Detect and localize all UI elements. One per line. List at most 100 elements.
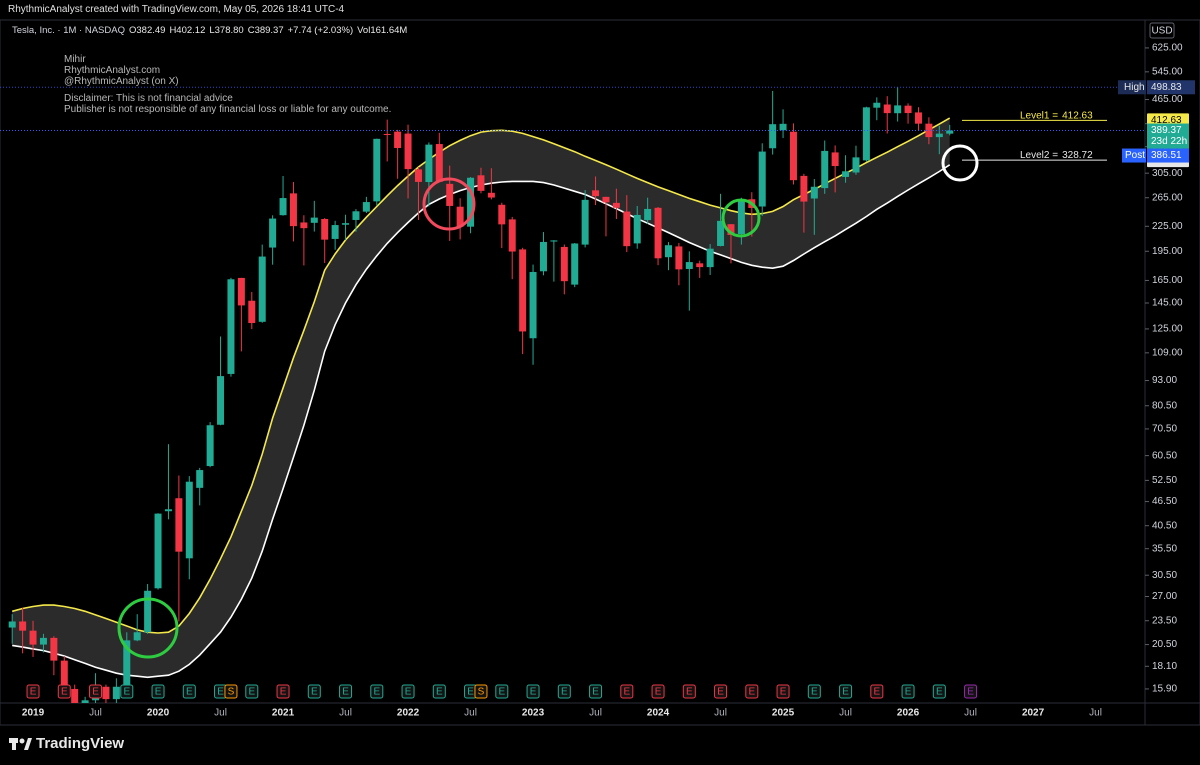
event-label: S xyxy=(478,687,485,698)
level-name: Level2 = xyxy=(1020,150,1058,161)
event-label: E xyxy=(436,687,443,698)
high-tag-label: High xyxy=(1124,82,1145,93)
event-marker xyxy=(120,684,134,699)
brand-logo xyxy=(9,738,32,750)
candle-body xyxy=(19,621,27,631)
disclaimer: Disclaimer: This is not financial advice… xyxy=(64,93,391,115)
candle-body xyxy=(206,425,214,467)
candle-body xyxy=(394,131,402,149)
candle-body xyxy=(560,246,568,282)
last-price-tag-box xyxy=(1147,123,1189,149)
quote-close: C389.37 xyxy=(247,25,284,36)
event-label: E xyxy=(61,687,68,698)
candle-body xyxy=(592,190,600,197)
logo-part xyxy=(19,738,25,744)
candle-body xyxy=(196,470,204,488)
x-tick-label: 2023 xyxy=(522,708,545,719)
candle-body xyxy=(873,102,881,108)
event-label: E xyxy=(467,687,474,698)
candle-body xyxy=(925,123,933,138)
x-tick-label: Jul xyxy=(964,708,977,719)
event-marker xyxy=(526,684,540,699)
candle-body xyxy=(81,700,89,703)
currency-label: USD xyxy=(1151,26,1172,37)
candle-body xyxy=(71,688,79,703)
event-label: E xyxy=(311,687,318,698)
candle-body xyxy=(852,157,860,173)
candle-body xyxy=(581,199,589,245)
chart-frame xyxy=(0,19,1200,726)
event-marker xyxy=(432,684,446,699)
quote-high: H402.12 xyxy=(169,25,206,36)
event-label: E xyxy=(592,687,599,698)
event-marker xyxy=(276,684,290,699)
candle-body xyxy=(144,590,152,633)
y-tick-label: 40.50 xyxy=(1152,520,1177,531)
highlight-circle xyxy=(117,597,179,659)
candle-body xyxy=(842,171,850,177)
x-tick-label: Jul xyxy=(839,708,852,719)
candle-body xyxy=(8,621,16,628)
y-tick-label: 60.50 xyxy=(1152,450,1177,461)
candle-body xyxy=(623,211,631,247)
event-label: E xyxy=(842,687,849,698)
candle-body xyxy=(810,186,818,199)
candle-body xyxy=(414,169,422,182)
candle-body xyxy=(185,481,193,559)
candle-body xyxy=(321,218,329,240)
event-label: S xyxy=(228,687,235,698)
candle-body xyxy=(914,112,922,124)
band-upper-line xyxy=(11,117,951,634)
event-marker xyxy=(401,684,415,699)
candle-body xyxy=(331,225,339,239)
event-label: E xyxy=(30,687,37,698)
event-marker xyxy=(807,684,821,699)
candle-body xyxy=(758,151,766,207)
candle-body xyxy=(571,243,579,285)
event-label: E xyxy=(561,687,568,698)
candle-body xyxy=(435,144,443,182)
note-line: Mihir xyxy=(64,54,86,65)
event-marker xyxy=(870,684,884,699)
candle-body xyxy=(644,208,652,221)
brand-name: TradingView xyxy=(36,735,125,752)
symbol-legend: Tesla, Inc. · 1M · NASDAQ O382.49 H402.1… xyxy=(12,25,407,36)
candle-body xyxy=(696,263,704,268)
event-label: E xyxy=(905,687,912,698)
event-marker xyxy=(151,684,165,699)
event-label: E xyxy=(655,687,662,698)
candle-body xyxy=(685,262,693,269)
candle-body xyxy=(456,206,464,227)
level-value: 328.72 xyxy=(1062,150,1093,161)
x-tick-label: 2019 xyxy=(22,708,45,719)
disclaimer-line: Disclaimer: This is not financial advice xyxy=(64,93,233,104)
y-tick-label: 93.00 xyxy=(1152,375,1177,386)
y-tick-label: 23.50 xyxy=(1152,615,1177,626)
event-label: E xyxy=(123,687,130,698)
highlight-circle xyxy=(941,144,979,182)
logo-part xyxy=(24,738,32,750)
candle-body xyxy=(946,130,954,134)
candle-body xyxy=(883,104,891,114)
candle-body xyxy=(862,107,870,161)
candle-body xyxy=(717,220,725,246)
candle-body xyxy=(175,498,183,552)
candle-body xyxy=(675,246,683,270)
y-tick-label: 20.50 xyxy=(1152,639,1177,650)
candle-body xyxy=(831,152,839,167)
candle-body xyxy=(269,218,277,248)
quote-low: L378.80 xyxy=(209,25,244,36)
event-label: E xyxy=(748,687,755,698)
event-marker xyxy=(307,684,321,699)
candle-body xyxy=(446,183,454,206)
event-label: E xyxy=(186,687,193,698)
y-tick-label: 265.00 xyxy=(1152,192,1183,203)
x-tick-label: 2026 xyxy=(897,708,920,719)
candle-body xyxy=(737,199,745,234)
y-tick-label: 145.00 xyxy=(1152,298,1183,309)
candle-body xyxy=(237,277,245,306)
high-tag-value: 498.83 xyxy=(1151,82,1182,93)
event-marker xyxy=(620,684,634,699)
candle-body xyxy=(39,637,47,645)
plot-area xyxy=(8,87,954,703)
